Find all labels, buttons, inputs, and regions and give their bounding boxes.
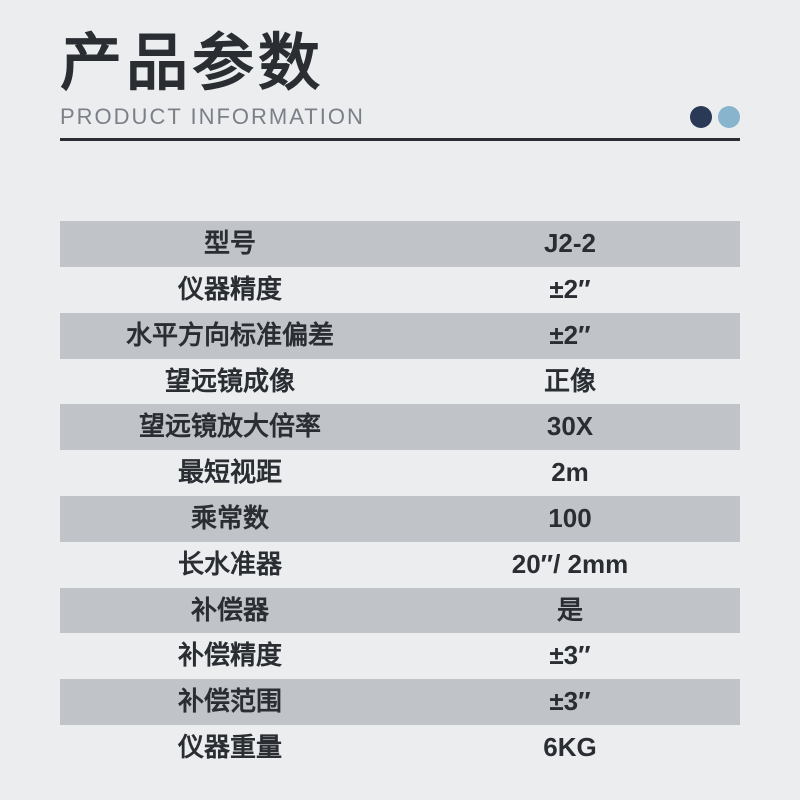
subtitle-row: PRODUCT INFORMATION — [60, 104, 740, 130]
spec-label: 望远镜放大倍率 — [60, 404, 400, 450]
spec-value: 100 — [400, 496, 740, 542]
spec-value: 6KG — [400, 725, 740, 771]
spec-label: 补偿器 — [60, 588, 400, 634]
spec-value: J2-2 — [400, 221, 740, 267]
spec-value: ±2″ — [400, 313, 740, 359]
spec-label: 型号 — [60, 221, 400, 267]
dot-dark-icon — [690, 106, 712, 128]
spec-value: 是 — [400, 588, 740, 634]
spec-value: ±3″ — [400, 633, 740, 679]
spec-label: 水平方向标准偏差 — [60, 313, 400, 359]
decorative-dots — [690, 106, 740, 128]
spec-label: 长水准器 — [60, 542, 400, 588]
spec-label: 乘常数 — [60, 496, 400, 542]
spec-label: 仪器精度 — [60, 267, 400, 313]
spec-table: 型号 J2-2 仪器精度 ±2″ 水平方向标准偏差 ±2″ 望远镜成像 正像 望… — [60, 221, 740, 771]
spec-label: 最短视距 — [60, 450, 400, 496]
page-title-cn: 产品参数 — [60, 30, 740, 98]
spec-value: 20″/ 2mm — [400, 542, 740, 588]
spec-value: ±2″ — [400, 267, 740, 313]
spec-label: 补偿精度 — [60, 633, 400, 679]
spec-value: 正像 — [400, 359, 740, 405]
page-root: 产品参数 PRODUCT INFORMATION 型号 J2-2 仪器精度 ±2… — [0, 0, 800, 771]
spec-label: 望远镜成像 — [60, 359, 400, 405]
spec-value: ±3″ — [400, 679, 740, 725]
spec-label: 补偿范围 — [60, 679, 400, 725]
page-title-en: PRODUCT INFORMATION — [60, 104, 365, 130]
dot-light-icon — [718, 106, 740, 128]
spec-value: 2m — [400, 450, 740, 496]
spec-value: 30X — [400, 404, 740, 450]
spec-label: 仪器重量 — [60, 725, 400, 771]
header-divider — [60, 138, 740, 141]
